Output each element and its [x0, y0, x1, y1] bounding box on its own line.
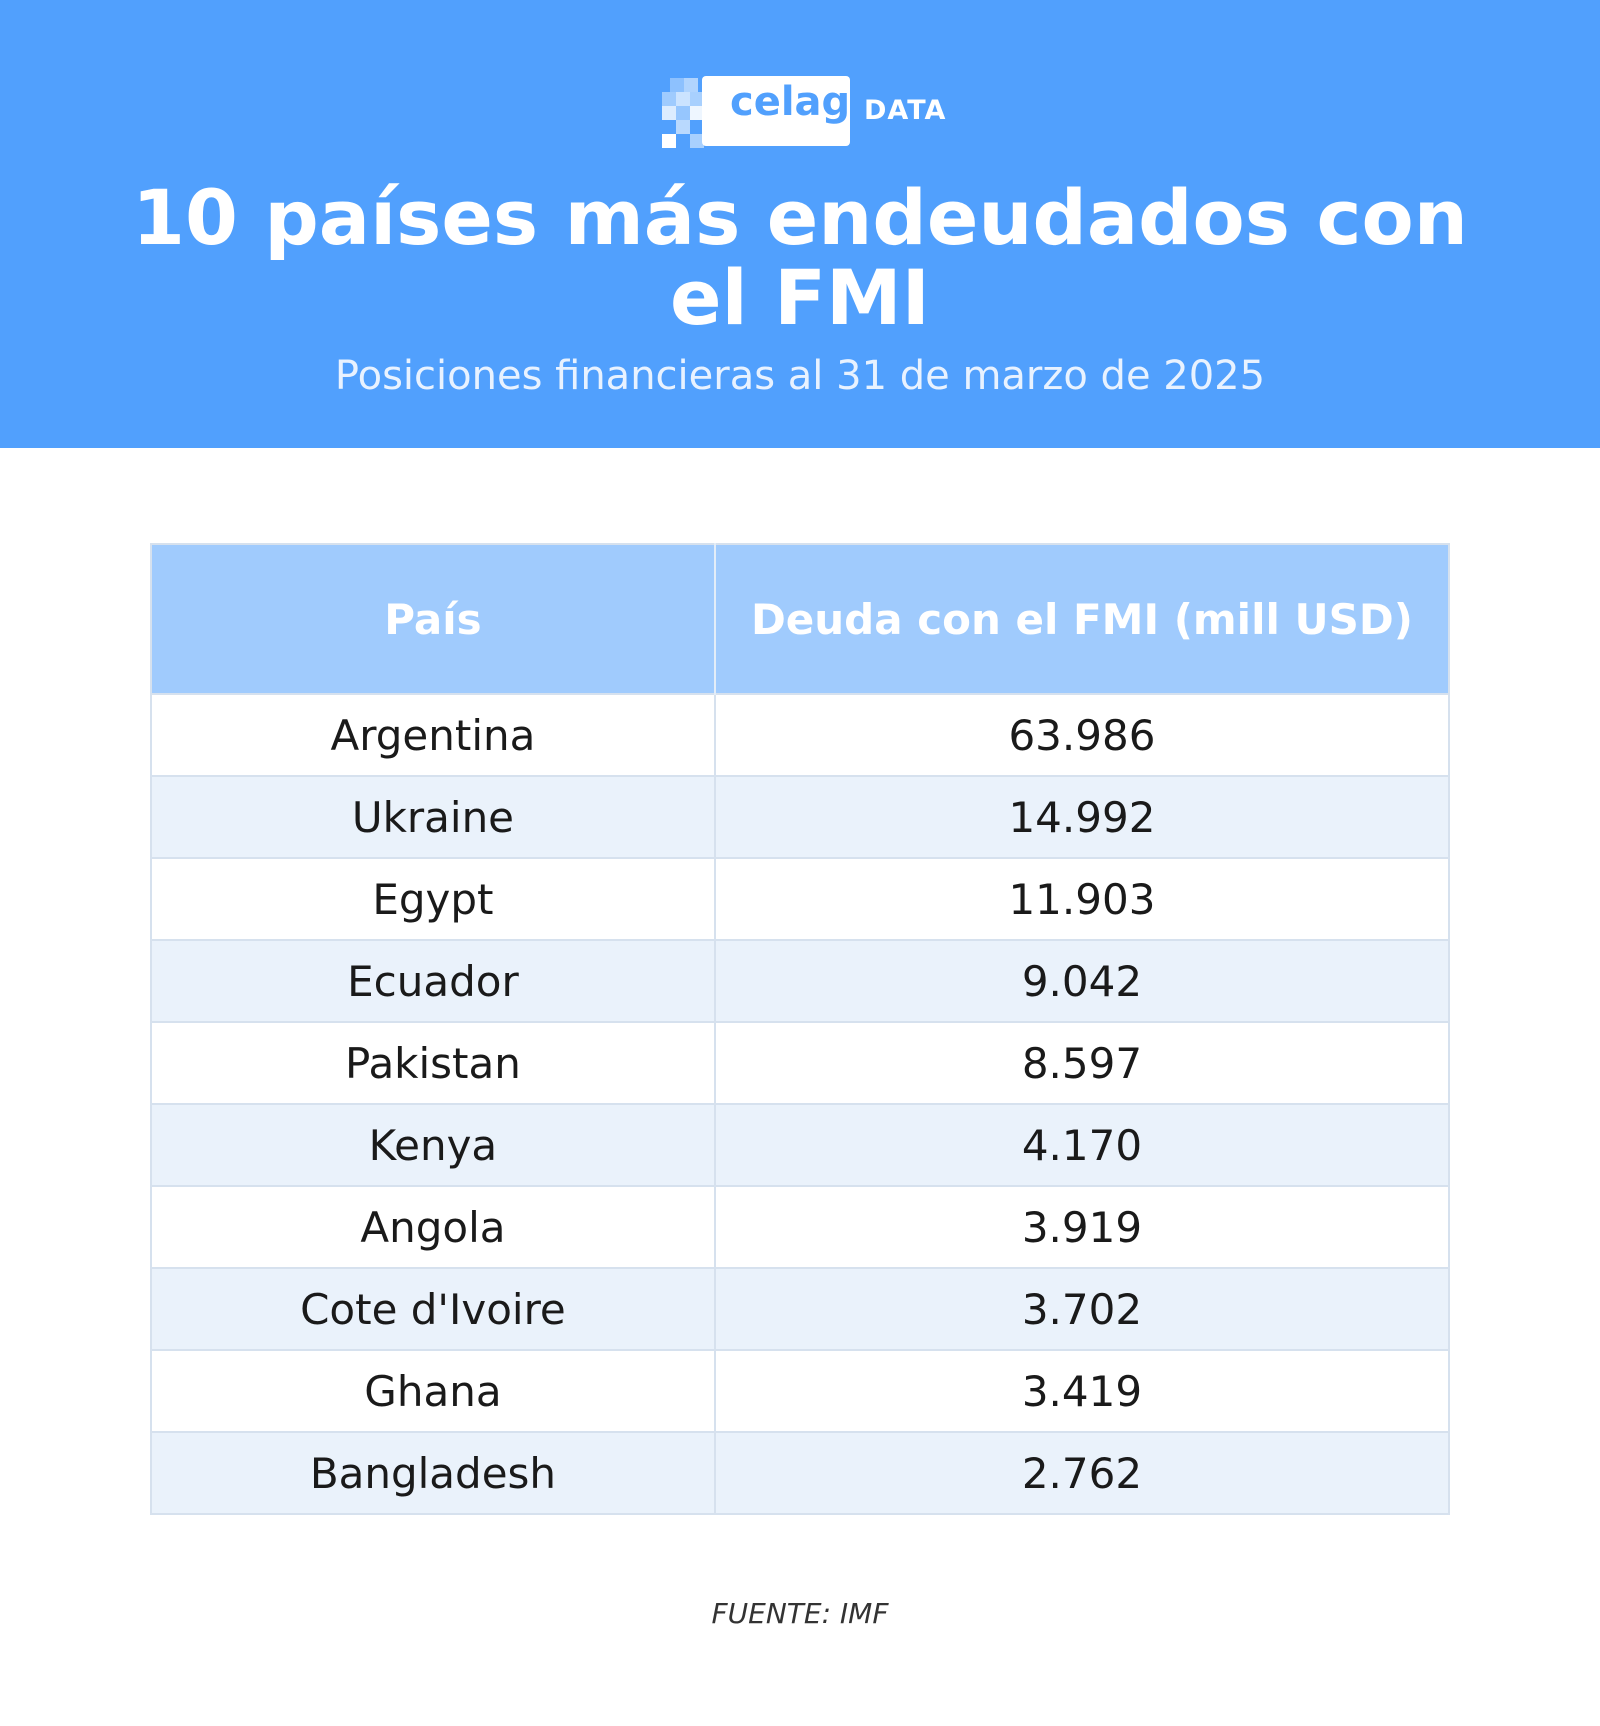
table-header-row: País Deuda con el FMI (mill USD)	[151, 544, 1449, 694]
table-row: Ecuador 9.042	[151, 939, 1449, 1022]
debt-value-cell: 11.903	[714, 857, 1449, 940]
table-row: Pakistan 8.597	[151, 1021, 1449, 1104]
debt-value-cell: 3.919	[714, 1185, 1449, 1268]
debt-value-cell: 2.762	[714, 1431, 1449, 1514]
logo-wordmark-box	[702, 76, 850, 146]
debt-value-cell: 63.986	[714, 693, 1449, 776]
debt-value-cell: 3.419	[714, 1349, 1449, 1432]
debt-value-cell: 9.042	[714, 939, 1449, 1022]
country-cell: Ecuador	[151, 939, 716, 1022]
debt-table: País Deuda con el FMI (mill USD) Argenti…	[150, 543, 1450, 1515]
country-cell: Pakistan	[151, 1021, 716, 1104]
pixel-blocks-icon	[662, 78, 704, 148]
column-header-country: País	[151, 544, 716, 694]
debt-value-cell: 8.597	[714, 1021, 1449, 1104]
country-cell: Ukraine	[151, 775, 716, 858]
table-row: Ghana 3.419	[151, 1349, 1449, 1432]
logo-tag: DATA	[864, 95, 947, 126]
country-cell: Bangladesh	[151, 1431, 716, 1514]
country-cell: Cote d'Ivoire	[151, 1267, 716, 1350]
celag-data-logo: celag DATA	[662, 74, 952, 148]
table-body: Argentina 63.986 Ukraine 14.992 Egypt 11.903 E…	[151, 693, 1449, 1514]
table-row: Cote d'Ivoire 3.702	[151, 1267, 1449, 1350]
page-subtitle: Posiciones financieras al 31 de marzo de…	[334, 353, 1266, 399]
header-banner: celag DATA 10 países más endeudados con …	[0, 0, 1600, 448]
table-row: Ukraine 14.992	[151, 775, 1449, 858]
column-header-debt: Deuda con el FMI (mill USD)	[714, 544, 1449, 694]
country-cell: Ghana	[151, 1349, 716, 1432]
page-title: 10 países más endeudados con el FMI	[132, 173, 1468, 342]
logo-wordmark: celag	[730, 79, 851, 125]
table-row: Egypt 11.903	[151, 857, 1449, 940]
debt-value-cell: 14.992	[714, 775, 1449, 858]
country-cell: Egypt	[151, 857, 716, 940]
country-cell: Kenya	[151, 1103, 716, 1186]
debt-value-cell: 3.702	[714, 1267, 1449, 1350]
table-row: Kenya 4.170	[151, 1103, 1449, 1186]
debt-value-cell: 4.170	[714, 1103, 1449, 1186]
source-note: FUENTE: IMF	[711, 1597, 889, 1630]
table-row: Bangladesh 2.762	[151, 1431, 1449, 1514]
country-cell: Angola	[151, 1185, 716, 1268]
table-row: Angola 3.919	[151, 1185, 1449, 1268]
table-row: Argentina 63.986	[151, 693, 1449, 776]
country-cell: Argentina	[151, 693, 716, 776]
